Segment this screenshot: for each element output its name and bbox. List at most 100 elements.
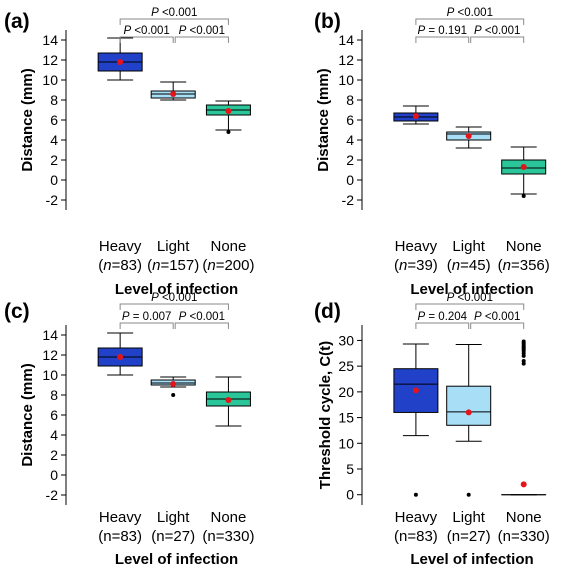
y-tick-label: 10 <box>338 72 354 88</box>
p-value-text: <0.001 <box>186 25 225 37</box>
sample-size-prefix: ( <box>98 257 103 274</box>
x-axis-label: Level of infection <box>115 281 238 298</box>
y-tick-label: 20 <box>338 384 354 400</box>
sample-size-value: =330) <box>216 528 255 545</box>
y-tick-label: 14 <box>338 32 354 48</box>
category-sample-size: (n=83) <box>394 528 438 545</box>
p-value-text: <0.001 <box>482 311 521 323</box>
sample-size-value: =39) <box>407 257 437 274</box>
p-value-label: P = 0.007 <box>122 311 172 323</box>
sample-size-value: =27) <box>460 528 490 545</box>
y-axis-label: Distance (mm) <box>19 68 36 171</box>
mean-point <box>520 481 527 488</box>
p-symbol: P <box>179 311 187 323</box>
y-tick-label: 2 <box>50 447 58 463</box>
y-tick-label: 4 <box>50 132 58 148</box>
p-symbol: P <box>123 25 131 37</box>
outlier-point <box>521 359 526 363</box>
y-tick-label: 8 <box>50 92 58 108</box>
mean-point <box>412 113 419 119</box>
category-label: Light <box>452 509 485 526</box>
p-value-text: <0.001 <box>159 7 198 19</box>
sample-size-value: =356) <box>511 257 550 274</box>
y-tick-label: 12 <box>42 347 58 363</box>
sample-size-value: =83) <box>112 257 142 274</box>
panel-label: (c) <box>4 300 30 323</box>
category-label: Light <box>157 238 190 255</box>
mean-point <box>117 59 124 65</box>
outlier-point <box>466 492 471 497</box>
y-tick-label: 25 <box>338 358 354 374</box>
y-tick-label: 5 <box>346 461 354 477</box>
y-tick-label: 14 <box>42 32 58 48</box>
y-tick-label: 10 <box>42 72 58 88</box>
sample-size-value: =157) <box>160 257 199 274</box>
sample-size-value: =27) <box>165 528 195 545</box>
y-tick-label: 12 <box>42 52 58 68</box>
category-sample-size: (n=330) <box>202 528 254 545</box>
y-tick-label: 6 <box>50 407 58 423</box>
p-symbol: P <box>418 311 426 323</box>
y-tick-label: 0 <box>346 172 354 188</box>
x-axis-label: Level of infection <box>410 281 533 298</box>
sample-size-n: n <box>452 257 460 274</box>
p-value-label: P <0.001 <box>474 311 520 323</box>
outlier-point <box>521 194 526 198</box>
p-symbol: P <box>151 7 159 19</box>
sample-size-n: n <box>103 257 111 274</box>
panel-label: (a) <box>4 10 30 33</box>
p-value-text: <0.001 <box>131 25 170 37</box>
y-tick-label: 4 <box>346 132 354 148</box>
significance-bracket <box>470 36 525 43</box>
sample-size-prefix: ( <box>394 257 399 274</box>
significance-bracket <box>415 322 470 329</box>
y-tick-label: 8 <box>346 92 354 108</box>
mean-point <box>225 108 232 114</box>
x-axis-label: Level of infection <box>115 551 238 568</box>
sample-size-prefix: (n <box>447 528 460 545</box>
y-tick-label: -2 <box>46 192 59 208</box>
p-value-text: <0.001 <box>454 7 493 19</box>
category-label: Light <box>452 238 485 255</box>
y-tick-label: 2 <box>50 152 58 168</box>
y-tick-label: 10 <box>42 367 58 383</box>
mean-point <box>412 387 419 394</box>
category-label: None <box>211 509 247 526</box>
y-tick-label: -2 <box>342 192 355 208</box>
category-sample-size: (n=356) <box>498 257 550 274</box>
p-symbol: P <box>179 25 187 37</box>
mean-point <box>117 354 124 360</box>
sample-size-prefix: ( <box>202 257 207 274</box>
outlier-point <box>413 492 418 497</box>
category-sample-size: (n=27) <box>447 528 491 545</box>
p-value-text: = 0.191 <box>425 25 467 37</box>
panel-label: (b) <box>314 10 341 33</box>
category-label: Heavy <box>99 238 142 255</box>
category-sample-size: (n=157) <box>147 257 199 274</box>
box-light <box>446 385 492 426</box>
outlier-point <box>521 339 526 344</box>
y-tick-label: 4 <box>50 427 58 443</box>
category-sample-size: (n=45) <box>447 257 491 274</box>
y-tick-label: 8 <box>50 387 58 403</box>
sample-size-prefix: ( <box>147 257 152 274</box>
p-value-text: <0.001 <box>159 292 198 304</box>
p-value-label: P <0.001 <box>179 311 225 323</box>
sample-size-n: n <box>399 257 407 274</box>
y-axis-label: Distance (mm) <box>315 68 332 171</box>
sample-size-value: =330) <box>511 528 550 545</box>
p-symbol: P <box>151 292 159 304</box>
p-symbol: P <box>447 7 455 19</box>
category-label: None <box>506 509 542 526</box>
mean-point <box>465 409 472 416</box>
p-symbol: P <box>122 311 130 323</box>
significance-bracket <box>119 36 174 43</box>
y-tick-label: 0 <box>346 487 354 503</box>
significance-bracket <box>415 303 525 310</box>
significance-bracket <box>174 36 229 43</box>
p-symbol: P <box>474 311 482 323</box>
p-value-text: <0.001 <box>186 311 225 323</box>
mean-point <box>170 91 177 97</box>
